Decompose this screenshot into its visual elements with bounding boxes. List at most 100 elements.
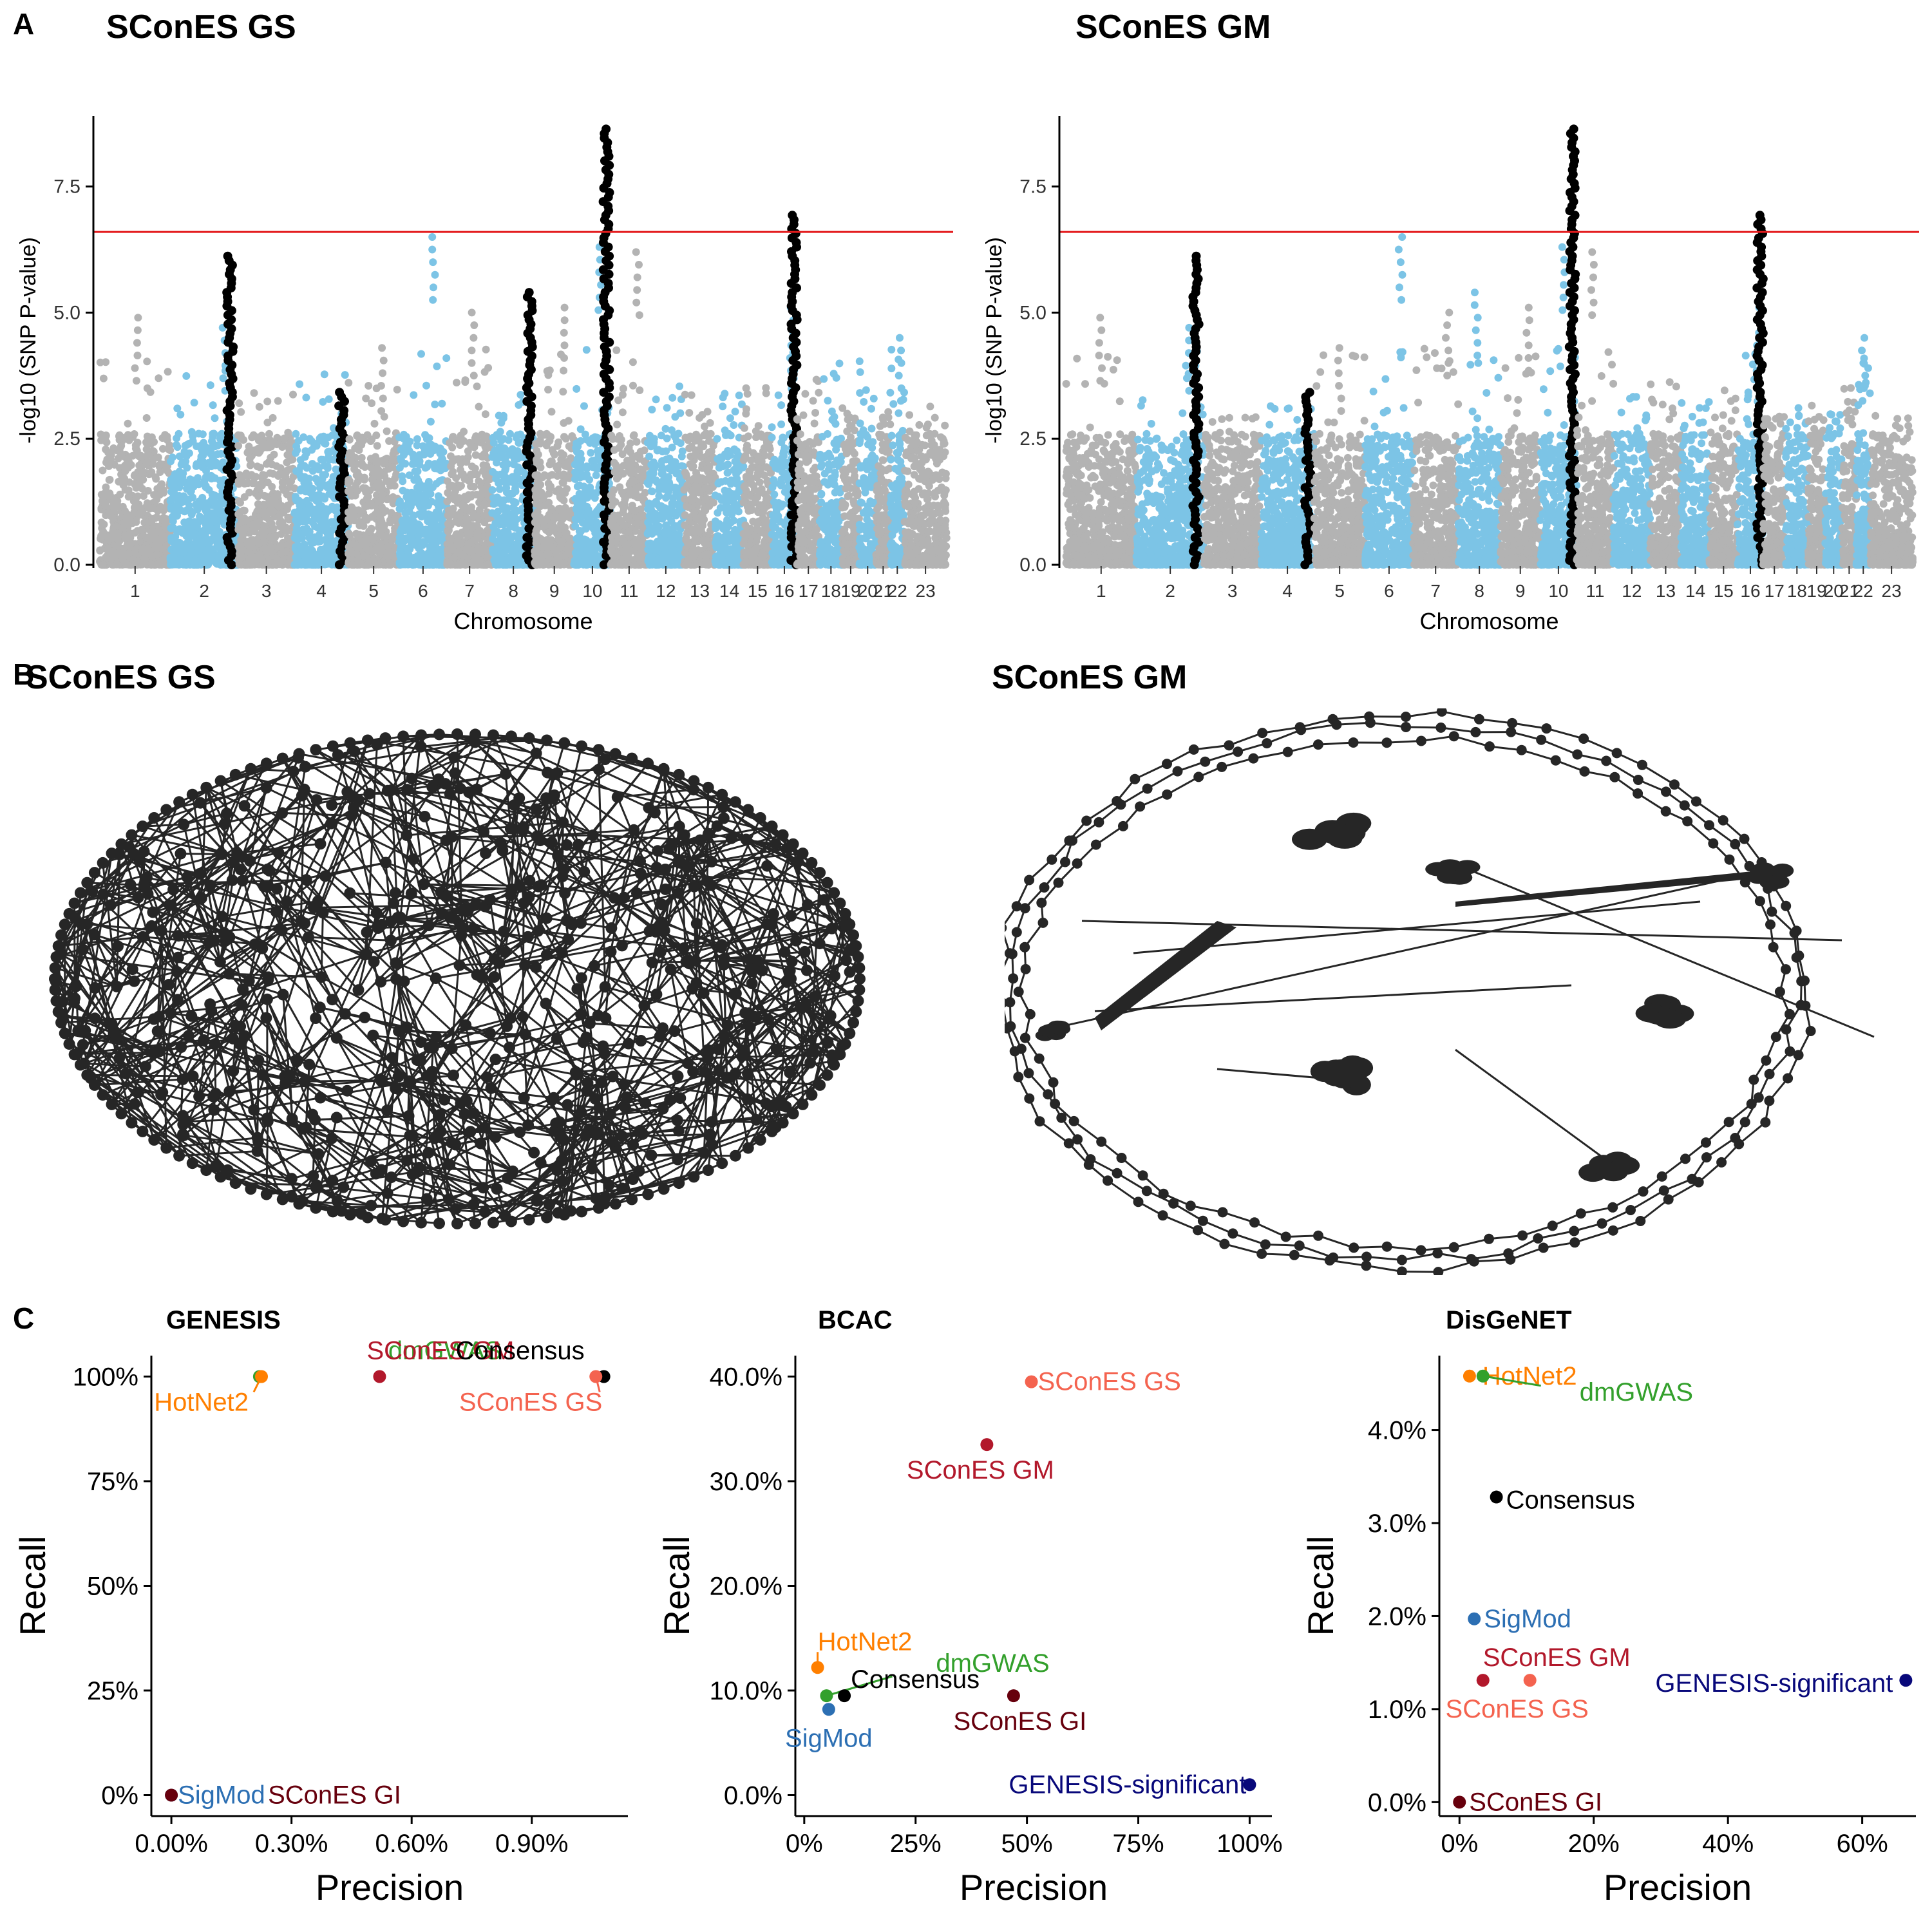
snp-point [180, 448, 189, 456]
snp-point [216, 431, 224, 440]
snp-point [396, 497, 404, 506]
snp-point-peak [377, 407, 386, 415]
snp-point [446, 540, 454, 548]
snp-point [489, 439, 498, 447]
snp-point [106, 475, 114, 484]
snp-point [415, 522, 424, 530]
snp-point [292, 449, 300, 457]
snp-point [187, 548, 196, 556]
snp-point [147, 433, 156, 441]
snp-point [287, 477, 296, 486]
snp-point [491, 446, 499, 455]
snp-point [348, 491, 356, 500]
snp-point [319, 558, 327, 567]
snp-point [388, 463, 397, 471]
snp-point [130, 430, 138, 438]
snp-point [255, 481, 263, 489]
snp-point [426, 511, 435, 519]
snp-point [372, 431, 381, 439]
snp-point [354, 471, 363, 480]
snp-point [314, 506, 322, 515]
snp-point [573, 455, 582, 464]
snp-point [255, 402, 263, 411]
snp-point [155, 537, 164, 545]
snp-point [276, 464, 285, 472]
snp-point-peak [428, 245, 437, 254]
snp-point [481, 410, 489, 419]
snp-point [314, 538, 323, 546]
snp-point [319, 480, 328, 489]
snp-point [460, 428, 468, 436]
snp-point [419, 442, 427, 450]
snp-point [149, 534, 157, 542]
snp-point [420, 530, 428, 538]
snp-point [471, 464, 479, 473]
snp-point [118, 451, 126, 460]
snp-point [438, 399, 446, 408]
snp-point [428, 549, 436, 558]
snp-point [236, 508, 245, 516]
snp-point [442, 354, 451, 363]
snp-point [283, 459, 291, 467]
snp-point [358, 461, 366, 469]
snp-point [274, 397, 282, 405]
snp-point [268, 535, 276, 544]
snp-point [555, 558, 564, 566]
snp-point [583, 502, 591, 511]
snp-point [237, 476, 245, 484]
snp-point [169, 517, 177, 526]
snp-point [407, 518, 415, 526]
snp-point [352, 549, 361, 558]
snp-point [124, 493, 133, 501]
snp-point [352, 529, 361, 538]
snp-point [279, 478, 287, 486]
snp-point [373, 442, 381, 450]
snp-point [407, 540, 415, 549]
snp-point [276, 550, 285, 558]
snp-point-peak [132, 377, 140, 385]
snp-point [556, 493, 564, 502]
snp-point [502, 540, 511, 548]
snp-point [96, 358, 104, 366]
snp-point [375, 478, 383, 486]
snp-point [547, 536, 555, 544]
snp-point [324, 433, 332, 442]
snp-point [571, 495, 580, 503]
snp-point [140, 492, 147, 500]
snp-point [384, 542, 392, 551]
snp-point [553, 463, 561, 471]
snp-point [100, 520, 108, 529]
snp-point [499, 412, 507, 420]
snp-point [139, 475, 147, 484]
snp-point [258, 555, 266, 564]
snp-point [106, 489, 114, 498]
snp-point [261, 544, 269, 553]
snp-point [135, 461, 144, 469]
snp-point [278, 541, 286, 549]
snp-point [574, 510, 582, 518]
snp-point [143, 357, 151, 366]
selected-snp [223, 251, 232, 261]
selected-snp [335, 388, 345, 397]
snp-point [560, 433, 568, 441]
snp-point [211, 414, 219, 422]
snp-point [113, 501, 122, 509]
snp-point [461, 376, 469, 384]
snp-point [469, 560, 477, 569]
snp-point [506, 533, 514, 541]
snp-point-peak [469, 372, 478, 380]
snp-point-peak [131, 364, 139, 372]
snp-point [501, 456, 509, 464]
snp-point [578, 518, 587, 527]
snp-point [354, 560, 362, 568]
snp-point [583, 493, 592, 502]
snp-point [202, 467, 210, 475]
snp-point [167, 495, 176, 504]
snp-point [156, 460, 165, 468]
snp-point [582, 435, 591, 444]
snp-point [99, 466, 107, 475]
snp-point [592, 471, 600, 479]
snp-point [370, 419, 379, 428]
snp-point [410, 391, 418, 399]
snp-point [355, 518, 364, 527]
